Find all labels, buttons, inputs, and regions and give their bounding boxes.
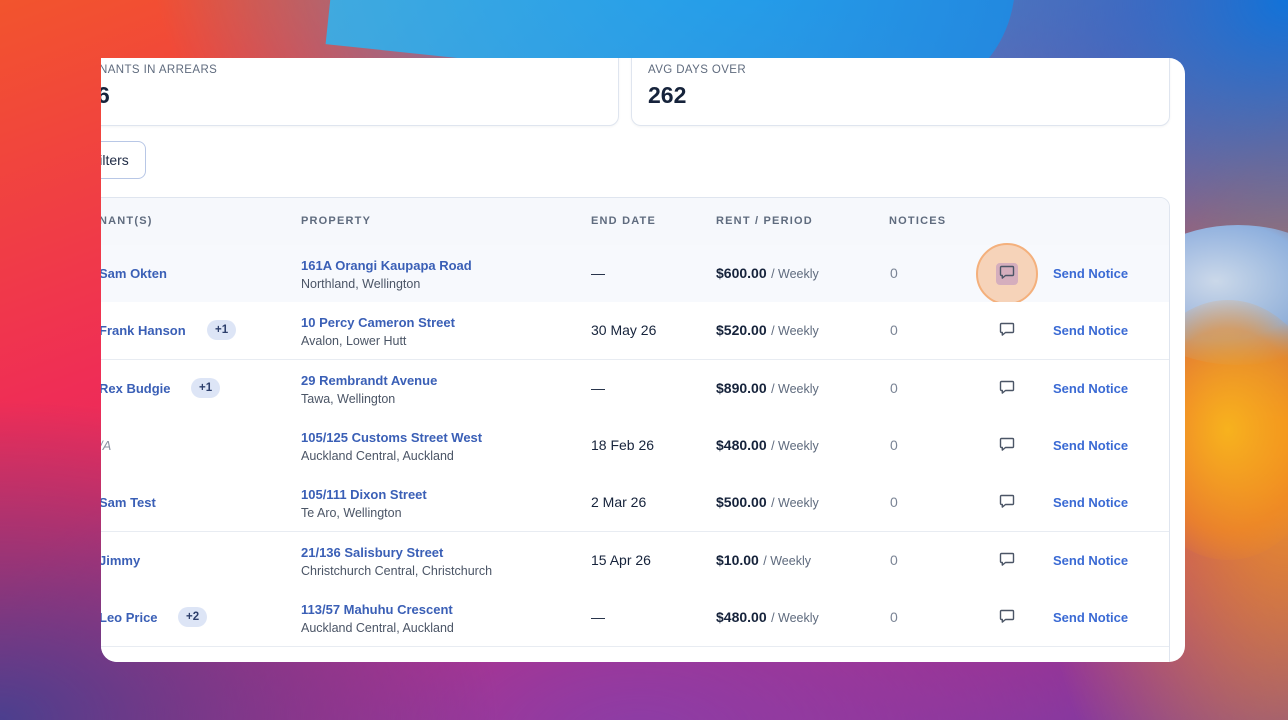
property-suburb: Avalon, Lower Hutt bbox=[301, 334, 407, 349]
chat-bubble-icon[interactable] bbox=[998, 492, 1016, 510]
property-suburb: Auckland Central, Auckland bbox=[301, 620, 454, 635]
property-suburb: Christchurch Central, Christchurch bbox=[301, 563, 493, 578]
send-notice-link[interactable]: Send Notice bbox=[1053, 266, 1129, 281]
rent-period: $520.00 / Weekly bbox=[716, 322, 819, 340]
property-suburb: Te Aro, Wellington bbox=[301, 506, 402, 521]
property-address-link[interactable]: 10 Percy Cameron Street bbox=[301, 315, 455, 331]
tenant-name[interactable]: Sam Okten bbox=[101, 266, 167, 281]
column-header-end-date[interactable]: END DATE bbox=[591, 215, 657, 227]
rent-frequency: / Weekly bbox=[771, 324, 819, 339]
rent-period: $890.00 / Weekly bbox=[716, 380, 819, 398]
property-address-link[interactable]: 161A Orangi Kaupapa Road bbox=[301, 258, 472, 273]
tenant-count-badge: +2 bbox=[178, 606, 208, 627]
rent-amount: $480.00 bbox=[716, 436, 767, 453]
send-notice-link[interactable]: Send Notice bbox=[1053, 609, 1129, 625]
rent-amount: $890.00 bbox=[716, 379, 767, 396]
tenant-count-badge: +1 bbox=[207, 320, 237, 341]
property-suburb: Northland, Wellington bbox=[301, 277, 421, 291]
rent-amount: $480.00 bbox=[716, 608, 767, 625]
tenant-name[interactable]: Rex Budgie bbox=[101, 380, 171, 396]
end-date: — bbox=[591, 608, 605, 625]
property-address-link[interactable]: 29 Rembrandt Avenue bbox=[301, 372, 438, 388]
end-date: 18 Feb 26 bbox=[591, 436, 655, 453]
rent-frequency: / Weekly bbox=[771, 610, 819, 625]
table-row[interactable]: /A 105/125 Customs Street West Auckland Ce… bbox=[101, 416, 1169, 475]
notices-count: 0 bbox=[890, 494, 898, 511]
property-address-link[interactable]: 105/111 Dixon Street bbox=[301, 487, 427, 503]
rent-period: $500.00 / Weekly bbox=[716, 494, 819, 512]
send-notice-link[interactable]: Send Notice bbox=[1053, 323, 1129, 339]
stat-card-avg-days-over: AVG DAYS OVER 262 bbox=[631, 58, 1170, 126]
filters-label: ilters bbox=[101, 152, 129, 168]
property-suburb: Tawa, Wellington bbox=[301, 391, 396, 406]
end-date: 2 Mar 26 bbox=[591, 494, 647, 511]
rent-frequency: / Weekly bbox=[771, 381, 819, 396]
rent-frequency: / Weekly bbox=[763, 553, 811, 568]
column-header-property[interactable]: PROPERTY bbox=[301, 215, 372, 227]
notices-count: 0 bbox=[890, 551, 898, 568]
table-row[interactable]: Frank Hanson +1 10 Percy Cameron Street Ava… bbox=[101, 302, 1169, 361]
stat-label: AVG DAYS OVER bbox=[648, 64, 747, 76]
table-row[interactable]: Jimmy 21/136 Salisbury Street Christchurch… bbox=[101, 531, 1169, 590]
rent-frequency: / Weekly bbox=[771, 496, 819, 511]
tenant-name[interactable]: Leo Price bbox=[101, 609, 158, 625]
property-address-link[interactable]: 21/136 Salisbury Street bbox=[301, 544, 444, 560]
rent-amount: $10.00 bbox=[716, 551, 759, 568]
rent-period: $600.00 / Weekly bbox=[716, 265, 819, 283]
send-notice-link[interactable]: Send Notice bbox=[1053, 495, 1129, 511]
rent-frequency: / Weekly bbox=[771, 267, 819, 281]
click-highlight bbox=[976, 243, 1038, 305]
notices-count: 0 bbox=[890, 608, 898, 625]
rent-amount: $600.00 bbox=[716, 265, 767, 281]
notices-count: 0 bbox=[890, 379, 898, 396]
stat-value: 262 bbox=[648, 82, 687, 108]
chat-bubble-icon[interactable] bbox=[998, 607, 1016, 625]
end-date: 15 Apr 26 bbox=[591, 551, 651, 568]
end-date: — bbox=[591, 379, 605, 396]
column-header-notices[interactable]: NOTICES bbox=[889, 215, 947, 227]
stat-label: NANTS IN ARREARS bbox=[101, 64, 218, 76]
end-date: — bbox=[591, 265, 605, 281]
column-header-rent-period[interactable]: RENT / PERIOD bbox=[716, 215, 813, 227]
table-row[interactable]: Rex Budgie +1 29 Rembrandt Avenue Tawa, Wel… bbox=[101, 359, 1169, 418]
property-address-link[interactable]: 105/125 Customs Street West bbox=[301, 429, 483, 445]
notices-count: 0 bbox=[890, 265, 898, 281]
app-window: NANTS IN ARREARS 6 AVG DAYS OVER 262 ilt… bbox=[101, 58, 1185, 662]
table-row[interactable]: Leo Price +2 113/57 Mahuhu Crescent Aucklan… bbox=[101, 588, 1169, 647]
table-row[interactable]: Sam Okten 161A Orangi Kaupapa Road Northla… bbox=[101, 243, 1169, 305]
rent-amount: $520.00 bbox=[716, 322, 767, 339]
tenant-name[interactable]: Sam Test bbox=[101, 495, 156, 511]
rent-period: $480.00 / Weekly bbox=[716, 609, 819, 627]
tenant-name[interactable]: Jimmy bbox=[101, 552, 141, 568]
column-header-tenants[interactable]: NANT(S) bbox=[101, 215, 153, 227]
send-notice-link[interactable]: Send Notice bbox=[1053, 437, 1129, 453]
table-row[interactable]: Sam Test 105/111 Dixon Street Te Aro, Well… bbox=[101, 474, 1169, 533]
notices-count: 0 bbox=[890, 322, 898, 339]
chat-bubble-icon[interactable] bbox=[998, 550, 1016, 568]
filters-button[interactable]: ilters bbox=[101, 141, 146, 179]
table-header: NANT(S) PROPERTY END DATE RENT / PERIOD … bbox=[101, 198, 1169, 246]
chat-bubble-icon[interactable] bbox=[998, 320, 1016, 338]
chat-bubble-icon[interactable] bbox=[998, 263, 1016, 281]
rent-period: $480.00 / Weekly bbox=[716, 437, 819, 455]
send-notice-link[interactable]: Send Notice bbox=[1053, 552, 1129, 568]
chat-bubble-icon[interactable] bbox=[998, 378, 1016, 396]
end-date: 30 May 26 bbox=[591, 322, 657, 339]
property-suburb: Auckland Central, Auckland bbox=[301, 448, 454, 463]
tenant-name[interactable]: Frank Hanson bbox=[101, 323, 186, 339]
stat-value: 6 bbox=[101, 82, 110, 108]
property-address-link[interactable]: 113/57 Mahuhu Crescent bbox=[301, 601, 453, 617]
rent-amount: $500.00 bbox=[716, 494, 767, 511]
tenant-count-badge: +1 bbox=[191, 377, 221, 398]
send-notice-link[interactable]: Send Notice bbox=[1053, 380, 1129, 396]
chat-bubble-icon[interactable] bbox=[998, 435, 1016, 453]
notices-count: 0 bbox=[890, 436, 898, 453]
stat-card-tenants-arrears: NANTS IN ARREARS 6 bbox=[101, 58, 619, 126]
arrears-table: NANT(S) PROPERTY END DATE RENT / PERIOD … bbox=[101, 197, 1170, 662]
rent-frequency: / Weekly bbox=[771, 438, 819, 453]
rent-period: $10.00 / Weekly bbox=[716, 552, 811, 570]
tenant-name: /A bbox=[101, 437, 112, 453]
